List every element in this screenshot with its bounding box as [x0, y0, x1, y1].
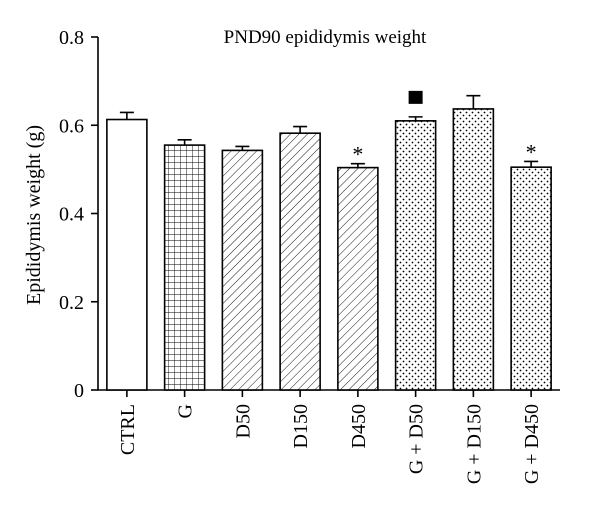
error-bar	[119, 111, 134, 120]
bar-g-d50	[394, 120, 437, 391]
error-bars	[119, 94, 539, 168]
error-bar	[408, 116, 423, 121]
y-axis-label: Epididymis weight (g)	[23, 125, 45, 305]
y-ticks: 0 0.2 0.4 0.6 0.8	[59, 27, 98, 402]
annotations: * *	[352, 90, 537, 167]
bar-d450	[337, 166, 379, 391]
y-tick-label: 0.4	[59, 204, 84, 226]
bar-g-d150	[452, 108, 495, 391]
y-tick-label: 0.8	[59, 27, 84, 49]
error-bar	[466, 94, 481, 109]
annotation-star: *	[352, 142, 363, 167]
error-bar	[350, 162, 365, 168]
x-tick-labels: CTRL G D50 D150 D450 G + D50 G + D150 G + D450	[117, 390, 543, 484]
x-tick-label: CTRL	[117, 404, 139, 455]
x-tick-label: D150	[290, 404, 312, 448]
y-tick-label: 0.2	[59, 292, 84, 314]
x-tick-label: D450	[348, 404, 370, 448]
y-tick-label: 0	[74, 380, 84, 402]
x-tick-label: G + D150	[463, 404, 485, 484]
y-tick-label: 0.6	[59, 115, 84, 137]
error-bar	[177, 139, 192, 146]
bar-d150	[279, 132, 321, 391]
error-bar	[235, 145, 250, 151]
bar-g	[163, 144, 206, 391]
bar-ctrl	[106, 118, 148, 391]
x-tick-label: G + D50	[406, 404, 428, 474]
annotation-star: *	[526, 139, 537, 164]
annotation-square-marker	[408, 90, 423, 104]
bar-g-d450	[510, 166, 552, 391]
bars	[106, 108, 552, 391]
error-bar	[524, 160, 539, 168]
x-tick-label: G	[175, 404, 197, 418]
x-tick-label: G + D450	[521, 404, 543, 484]
chart-title: PND90 epididymis weight	[224, 27, 427, 48]
x-tick-label: D50	[232, 404, 254, 438]
bar-d50	[221, 149, 264, 391]
error-bar	[293, 125, 308, 134]
